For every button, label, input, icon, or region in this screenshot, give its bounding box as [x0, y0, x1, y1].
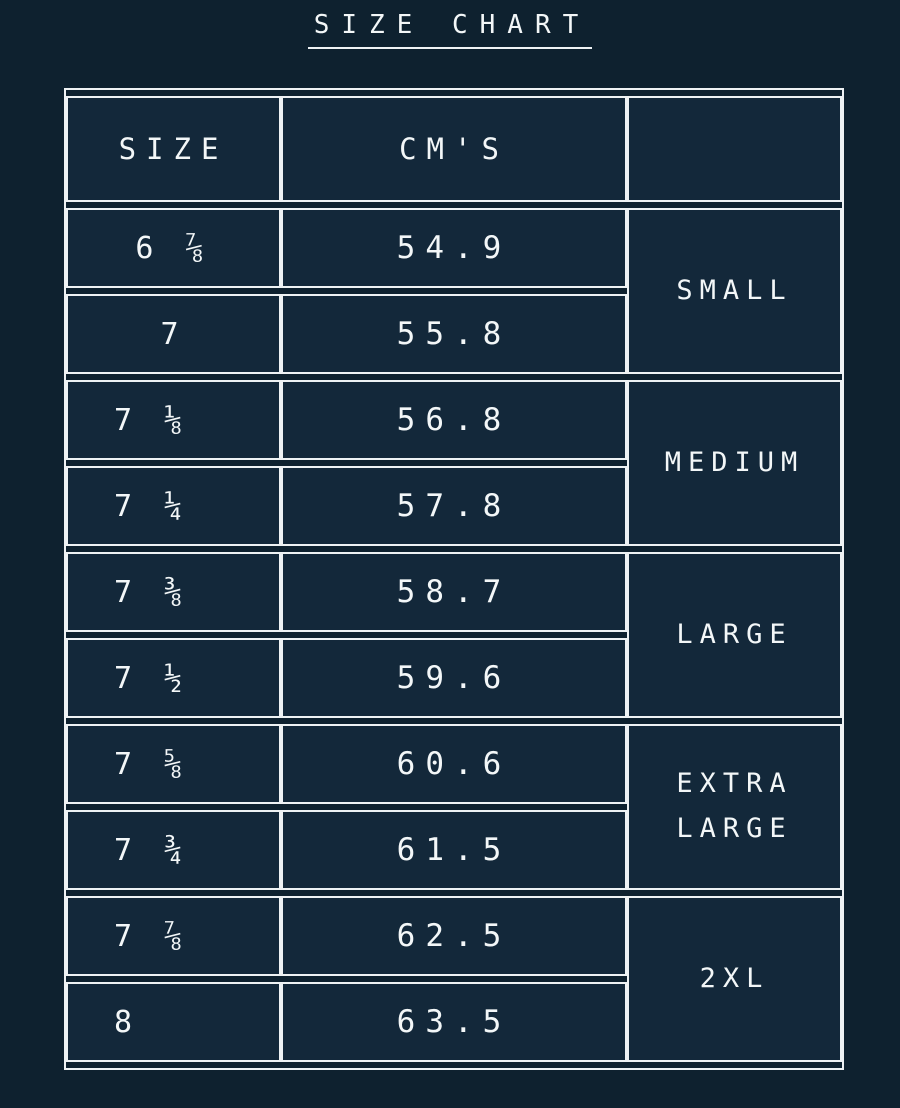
size-cell: 7 ¼ — [66, 466, 281, 546]
size-cell: 7 ⅜ — [66, 552, 281, 632]
cm-cell: 63.5 — [281, 982, 627, 1062]
cm-cell: 58.7 — [281, 552, 627, 632]
size-cell: 6 ⅞ — [66, 208, 281, 288]
table-row: 7 ½ 59.6 — [66, 638, 842, 718]
group-cell: 2XL — [627, 896, 842, 1062]
size-cell: 7 ⅝ — [66, 724, 281, 804]
column-header-group — [627, 96, 842, 202]
table-row: 7 ⅛ 56.8 MEDIUM — [66, 380, 842, 546]
table-row: 7 ⅝ 60.6 EXTRA LARGE — [66, 724, 842, 890]
table-row: 7 ⅜ 58.7 LARGE — [66, 552, 842, 718]
group-cell: SMALL — [627, 208, 842, 374]
cm-cell: 55.8 — [281, 294, 627, 374]
size-table-body: 6 ⅞ 54.9 SMALL 7 55.8 7 ⅛ 56.8 MEDIUM 7 ¼ 57.8 7 ⅜… — [66, 208, 842, 1062]
table-row: 8 63.5 — [66, 982, 842, 1062]
cm-cell: 57.8 — [281, 466, 627, 546]
cm-cell: 54.9 — [281, 208, 627, 288]
column-header-size: SIZE — [66, 96, 281, 202]
table-row: 7 ⅞ 62.5 2XL — [66, 896, 842, 1062]
cm-cell: 56.8 — [281, 380, 627, 460]
table-row: 6 ⅞ 54.9 SMALL — [66, 208, 842, 374]
size-cell: 7 ¾ — [66, 810, 281, 890]
header-row: SIZE CM'S — [66, 96, 842, 202]
size-cell: 7 ⅛ — [66, 380, 281, 460]
page-title-wrap: SIZE CHART — [0, 10, 900, 49]
page-title: SIZE CHART — [307, 10, 593, 49]
group-cell: MEDIUM — [627, 380, 842, 546]
cm-cell: 59.6 — [281, 638, 627, 718]
table-row: 7 55.8 — [66, 294, 842, 374]
table-row: 7 ¾ 61.5 — [66, 810, 842, 890]
cm-cell: 60.6 — [281, 724, 627, 804]
cm-cell: 62.5 — [281, 896, 627, 976]
size-cell: 7 ⅞ — [66, 896, 281, 976]
column-header-cms: CM'S — [281, 96, 627, 202]
size-cell: 7 ½ — [66, 638, 281, 718]
size-chart-table: SIZE CM'S 6 ⅞ 54.9 SMALL 7 55.8 7 ⅛ 56.8 MEDIUM… — [64, 88, 844, 1070]
group-cell: EXTRA LARGE — [627, 724, 842, 890]
table-row: 7 ¼ 57.8 — [66, 466, 842, 546]
group-cell: LARGE — [627, 552, 842, 718]
cm-cell: 61.5 — [281, 810, 627, 890]
size-cell: 8 — [66, 982, 281, 1062]
size-cell: 7 — [66, 294, 281, 374]
